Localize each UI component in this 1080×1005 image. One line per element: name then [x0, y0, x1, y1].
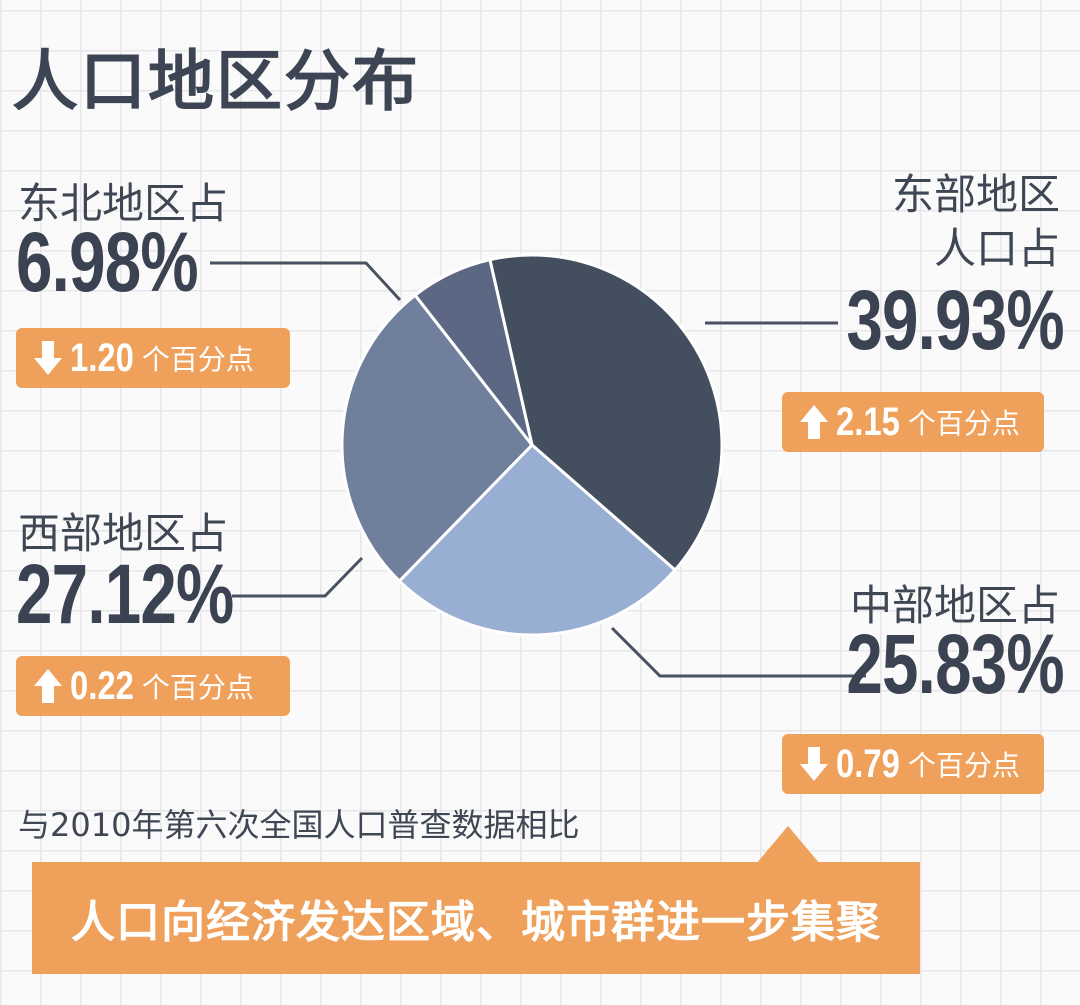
pct-northeast: 6.98% — [16, 215, 199, 309]
banner-pointer — [756, 826, 820, 864]
label-east-line-2: 人口占 — [933, 224, 1060, 273]
badge-northeast: 1.20 个百分点 — [16, 328, 290, 388]
label-northeast: 东北地区占 — [18, 179, 229, 228]
label-east: 东部地区 人口占 — [892, 168, 1060, 276]
slice-central — [397, 442, 678, 637]
arrow-down-icon — [34, 341, 62, 375]
slice-east — [488, 253, 724, 573]
label-central: 中部地区占 — [849, 581, 1060, 630]
change-unit: 个百分点 — [907, 749, 1020, 782]
conclusion-banner: 人口向经济发达区域、城市群进一步集聚 — [32, 862, 920, 974]
leader-line-northeast — [210, 261, 402, 302]
change-west: 0.22 — [70, 663, 134, 708]
leader-line-central — [610, 626, 866, 678]
change-east: 2.15 — [836, 399, 900, 444]
label-east-line-1: 东部地区 — [891, 170, 1060, 219]
slice-west — [340, 293, 534, 584]
comparison-note: 与2010年第六次全国人口普查数据相比 — [18, 806, 580, 844]
arrow-up-icon — [800, 405, 828, 439]
change-unit: 个百分点 — [141, 343, 254, 376]
badge-west: 0.22 个百分点 — [16, 656, 290, 716]
change-unit: 个百分点 — [141, 671, 254, 704]
badge-central: 0.79 个百分点 — [782, 734, 1044, 794]
pct-central: 25.83% — [846, 617, 1064, 711]
pct-west: 27.12% — [16, 547, 234, 641]
change-northeast: 1.20 — [70, 335, 134, 380]
slice-northeast — [413, 257, 534, 446]
pct-east: 39.93% — [846, 273, 1064, 367]
page-title: 人口地区分布 — [12, 43, 420, 120]
change-unit: 个百分点 — [907, 407, 1020, 440]
arrow-down-icon — [800, 747, 828, 781]
label-west: 西部地区占 — [18, 509, 229, 558]
change-central: 0.79 — [836, 741, 900, 786]
badge-east: 2.15 个百分点 — [782, 392, 1044, 452]
leader-line-west — [232, 556, 364, 598]
arrow-up-icon — [34, 669, 62, 703]
